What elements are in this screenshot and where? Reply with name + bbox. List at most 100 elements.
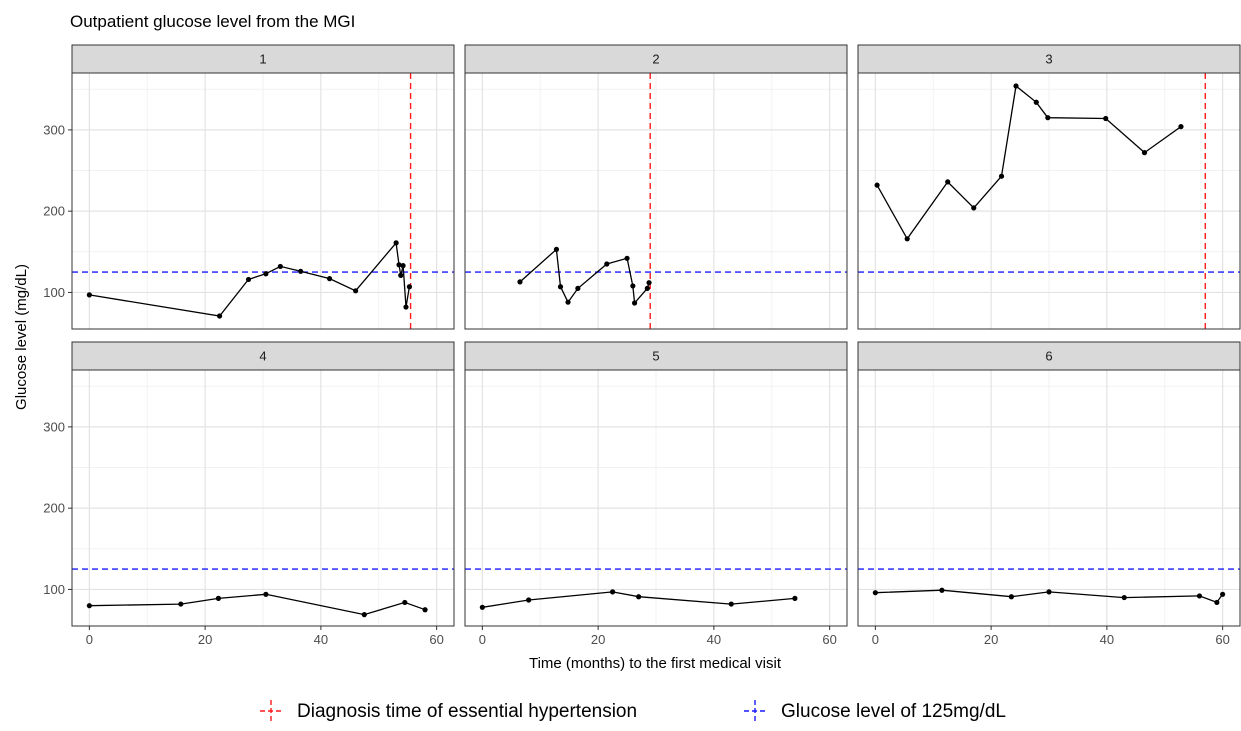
legend-label-threshold: Glucose level of 125mg/dL	[781, 701, 1006, 722]
panel-1: 1 100 200 300	[43, 44, 455, 330]
data-point	[86, 292, 92, 298]
data-point	[631, 300, 638, 306]
data-point	[1196, 593, 1203, 599]
x-axis-title: Time (months) to the first medical visit	[529, 655, 782, 672]
panel-4: 4 100 200 300 0 20 40 60	[43, 341, 455, 647]
data-point	[609, 589, 616, 595]
data-point	[553, 246, 560, 252]
data-point	[945, 179, 951, 185]
data-point	[178, 601, 184, 607]
data-point	[728, 601, 734, 607]
panel-strip	[464, 341, 848, 371]
data-point	[1013, 83, 1019, 89]
data-point	[245, 276, 252, 283]
data-point	[400, 263, 406, 269]
x-tick-label: 60	[822, 632, 836, 647]
legend-key-diagnosis	[260, 700, 282, 722]
data-point	[326, 276, 333, 282]
data-point	[565, 299, 571, 305]
panel-strip	[464, 44, 848, 74]
y-tick-label: 200	[43, 501, 65, 516]
data-point	[1178, 124, 1184, 130]
panel-strip-label: 3	[1045, 52, 1052, 67]
x-tick-label: 40	[314, 632, 328, 647]
y-tick-label: 300	[43, 122, 65, 137]
data-point	[517, 279, 523, 285]
panel-border	[464, 72, 848, 330]
legend-label-diagnosis: Diagnosis time of essential hypertension	[297, 701, 637, 722]
panel-strip-label: 4	[259, 349, 266, 364]
data-point	[904, 236, 910, 242]
chart-title: Outpatient glucose level from the MGI	[70, 12, 355, 31]
x-tick-label: 0	[872, 632, 879, 647]
panel-2: 2	[464, 44, 848, 330]
data-point	[215, 595, 222, 601]
data-point	[644, 285, 650, 291]
legend-key-threshold	[744, 700, 766, 722]
x-tick-label: 20	[591, 632, 605, 647]
data-point	[557, 284, 564, 290]
panel-strip	[857, 341, 1241, 371]
x-tick-label: 60	[429, 632, 443, 647]
data-point	[406, 284, 413, 290]
panel-strip-label: 5	[652, 349, 659, 364]
series-line	[482, 591, 795, 608]
data-point	[1045, 115, 1051, 121]
data-point	[216, 313, 223, 319]
panel-border	[71, 369, 455, 627]
legend: Diagnosis time of essential hypertension…	[260, 700, 1006, 722]
panel-5: 5 0 20 40 60	[464, 341, 848, 647]
data-point	[277, 263, 283, 270]
panel-strip-label: 1	[259, 52, 266, 67]
panel-strip	[71, 341, 455, 371]
y-tick-label: 100	[43, 582, 65, 597]
series-line	[876, 84, 1182, 241]
data-point	[624, 255, 630, 261]
x-tick-label: 40	[1100, 632, 1114, 647]
data-point	[874, 182, 880, 188]
data-point	[1220, 591, 1226, 597]
series-line	[875, 589, 1224, 604]
data-point	[636, 594, 642, 600]
x-tick-label: 0	[86, 632, 93, 647]
data-point	[396, 262, 402, 268]
data-point	[353, 288, 359, 294]
y-tick-label: 300	[43, 419, 65, 434]
series-line	[519, 248, 650, 305]
data-point	[1141, 150, 1148, 156]
x-tick-label: 0	[479, 632, 486, 647]
data-point	[630, 283, 636, 289]
x-tick-label: 20	[984, 632, 998, 647]
panel-border	[71, 72, 455, 330]
series-line	[89, 593, 426, 616]
data-point	[872, 590, 878, 596]
panel-strip	[71, 44, 455, 74]
data-point	[792, 595, 798, 601]
data-point	[403, 304, 409, 310]
data-point	[1121, 594, 1127, 601]
data-point	[1214, 599, 1220, 606]
data-point	[86, 603, 92, 609]
data-point	[263, 271, 269, 277]
panel-strip-label: 6	[1045, 349, 1052, 364]
data-point	[575, 285, 581, 291]
data-point	[1046, 589, 1052, 595]
data-point	[298, 268, 304, 274]
x-tick-label: 20	[198, 632, 212, 647]
data-point	[1008, 594, 1014, 600]
data-point	[971, 205, 977, 211]
x-tick-label: 40	[707, 632, 721, 647]
panel-border	[464, 369, 848, 627]
data-point	[604, 261, 610, 267]
data-point	[393, 240, 399, 246]
data-point	[1033, 99, 1039, 105]
y-tick-label: 200	[43, 204, 65, 219]
data-point	[263, 591, 269, 597]
data-point	[939, 587, 945, 593]
y-tick-label: 100	[43, 285, 65, 300]
data-point	[526, 597, 532, 603]
data-point	[1103, 115, 1109, 122]
y-axis-title: Glucose level (mg/dL)	[13, 264, 30, 410]
